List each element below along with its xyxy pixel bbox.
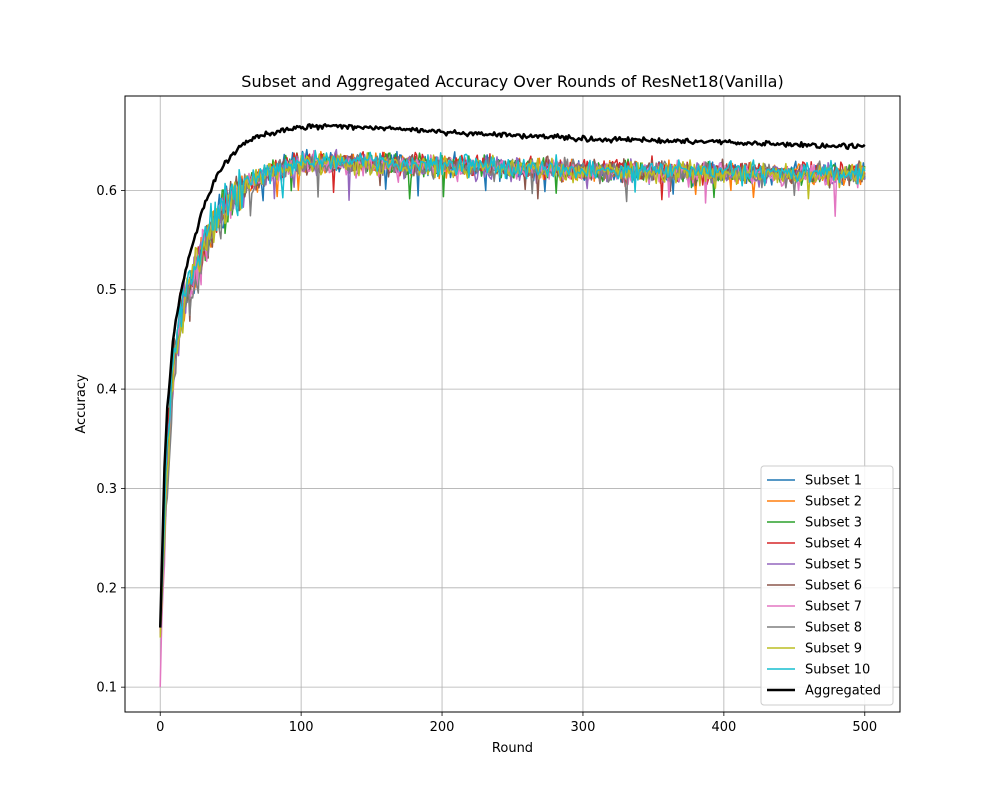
series-line-subset-10 xyxy=(159,149,866,628)
legend-label: Subset 2 xyxy=(805,495,862,510)
x-tick-label: 200 xyxy=(430,720,455,735)
legend: Subset 1 Subset 2 Subset 3 Subset 4 Subset 5… xyxy=(760,465,894,706)
x-axis-title: Round xyxy=(492,741,533,756)
grid-lines xyxy=(125,96,900,712)
legend-label: Subset 4 xyxy=(805,537,862,552)
legend-label: Aggregated xyxy=(805,684,881,699)
legend-label: Subset 9 xyxy=(805,642,862,657)
series-line-subset-9 xyxy=(159,152,866,638)
y-tick-label: 0.2 xyxy=(96,581,117,596)
legend-label: Subset 6 xyxy=(805,579,862,594)
legend-label: Subset 10 xyxy=(805,663,870,678)
y-tick-label: 0.4 xyxy=(96,383,117,398)
legend-label: Subset 1 xyxy=(805,474,862,489)
x-tick-label: 0 xyxy=(156,720,164,735)
y-tick-label: 0.6 xyxy=(96,184,117,199)
y-tick-label: 0.3 xyxy=(96,482,117,497)
legend-box xyxy=(760,465,894,706)
x-tick-label: 100 xyxy=(289,720,314,735)
series-line-aggregated xyxy=(158,123,866,628)
axes-frame xyxy=(124,95,901,713)
y-tick-label: 0.1 xyxy=(96,681,117,696)
chart-title: Subset and Aggregated Accuracy Over Roun… xyxy=(241,72,783,91)
legend-label: Subset 3 xyxy=(805,516,862,531)
x-tick-label: 500 xyxy=(852,720,877,735)
axis-ticks: 0 100 200 300 400 500 0.1 0.2 0.3 0.4 0.5 0.6 xyxy=(96,184,877,735)
series-lines xyxy=(158,123,866,688)
x-tick-label: 300 xyxy=(571,720,596,735)
legend-label: Subset 8 xyxy=(805,621,862,636)
y-axis-title: Accuracy xyxy=(74,374,89,434)
legend-label: Subset 7 xyxy=(805,600,862,615)
y-tick-label: 0.5 xyxy=(96,283,117,298)
legend-label: Subset 5 xyxy=(805,558,862,573)
x-tick-label: 400 xyxy=(711,720,736,735)
